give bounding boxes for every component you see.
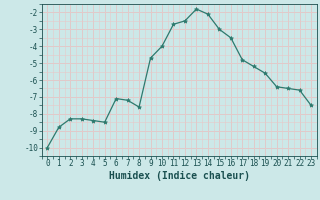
X-axis label: Humidex (Indice chaleur): Humidex (Indice chaleur) bbox=[109, 171, 250, 181]
